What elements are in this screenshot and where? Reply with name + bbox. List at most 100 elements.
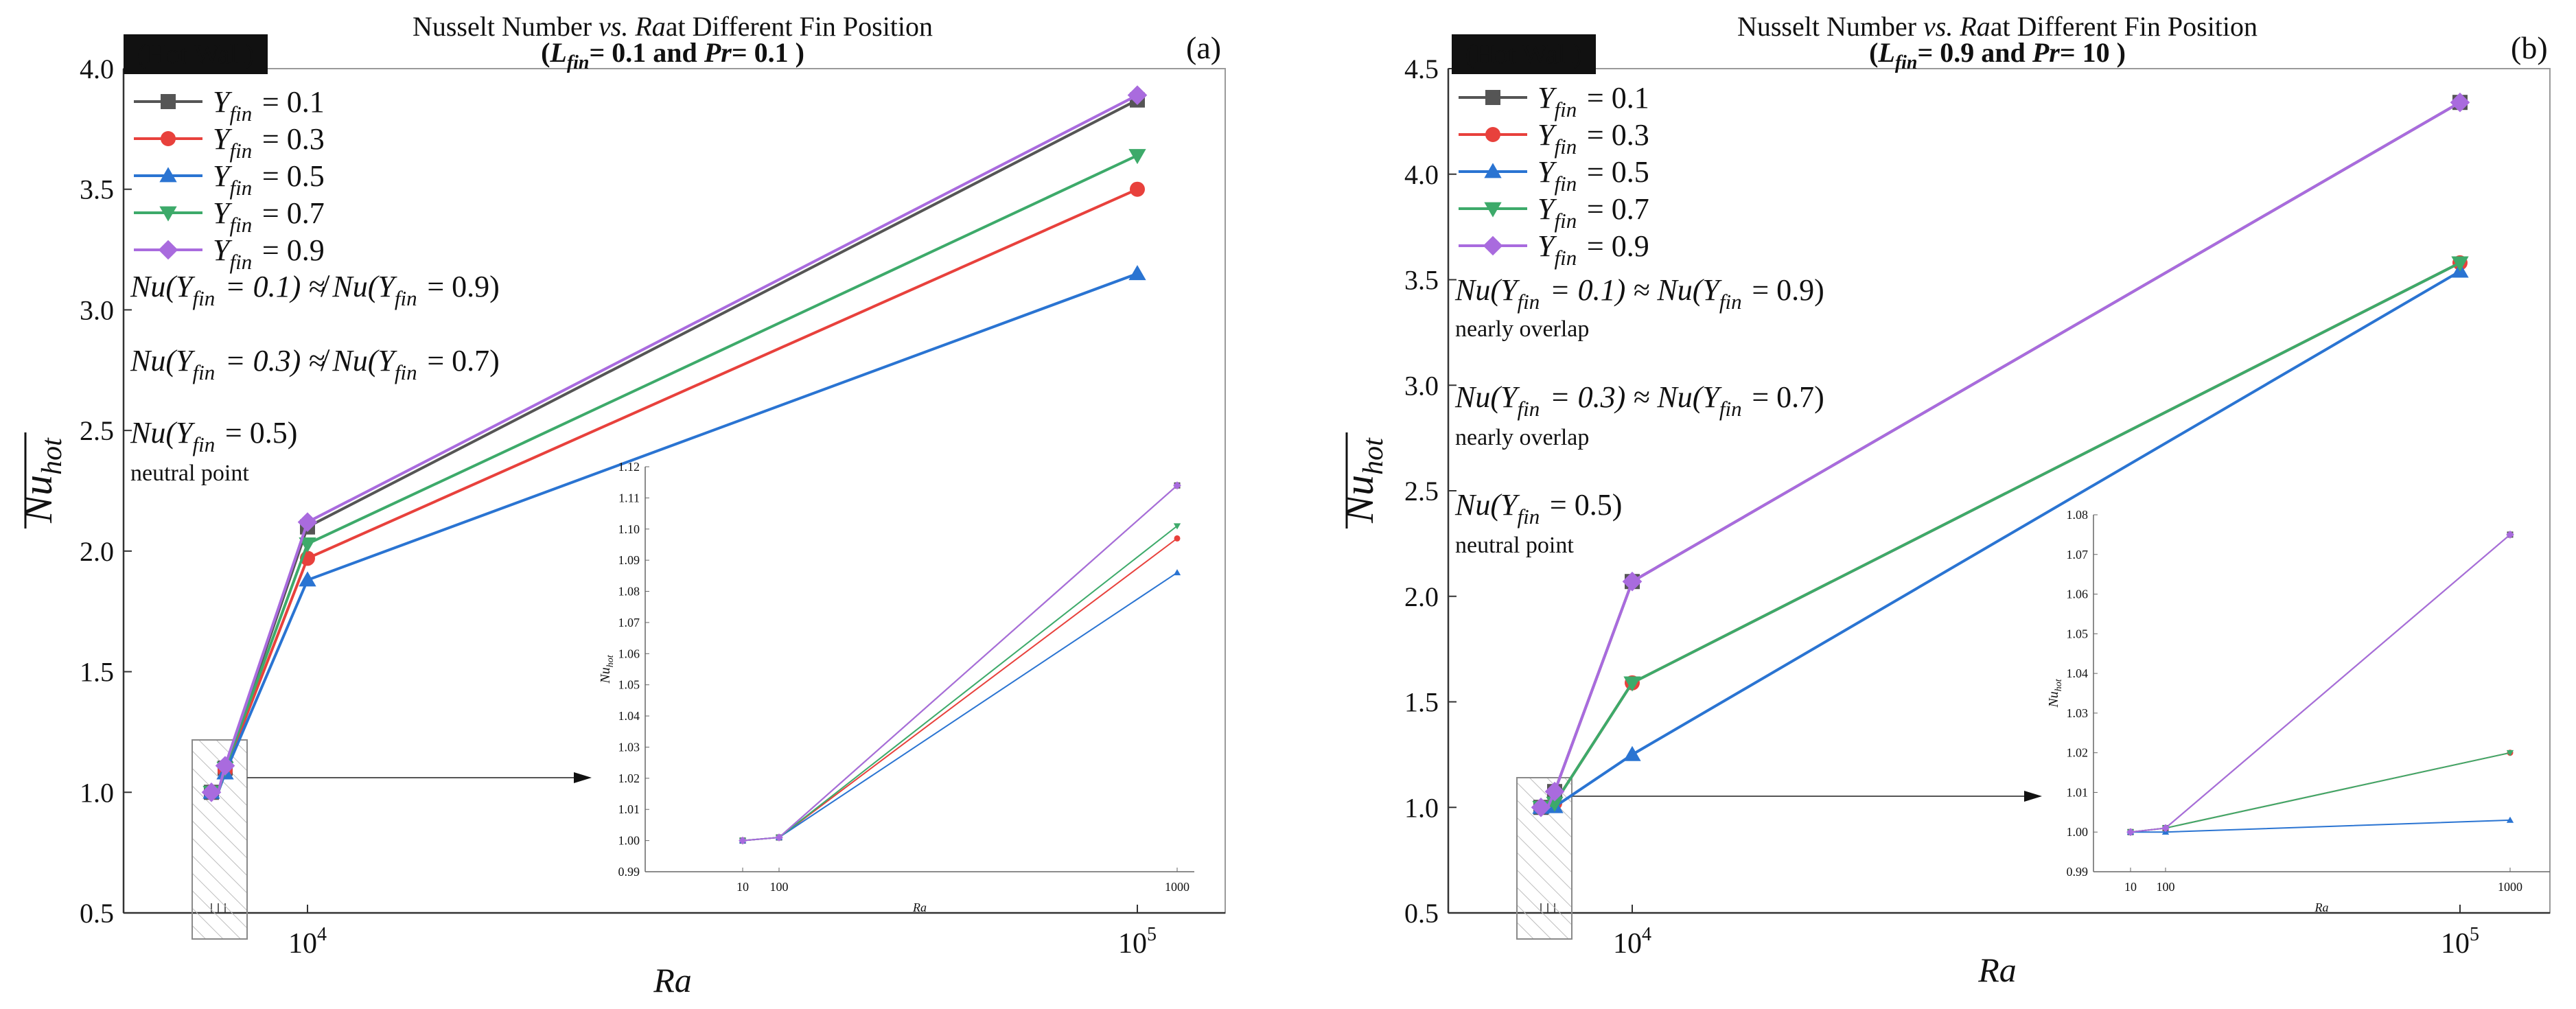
inset-data-point <box>1173 481 1181 490</box>
inset-y-tick-label: 1.12 <box>618 460 640 474</box>
y-tick-label: 2.0 <box>1404 581 1439 612</box>
legend-marker <box>1485 127 1500 142</box>
legend-entry: Yfin = 0.9 <box>213 233 325 274</box>
inset-y-tick-label: 1.07 <box>618 616 640 629</box>
y-tick-label: 1.5 <box>80 657 114 688</box>
data-point <box>299 537 316 553</box>
annotation-note: nearly overlap <box>1455 425 1589 450</box>
inset-y-tick-label: 1.05 <box>618 678 640 692</box>
inset-data-point <box>1174 535 1181 542</box>
y-tick-label: 3.5 <box>1404 265 1439 296</box>
inset-y-tick-label: 0.99 <box>2067 865 2089 879</box>
inset-data-point <box>2506 816 2514 823</box>
data-point <box>1531 797 1551 817</box>
data-point <box>299 571 316 587</box>
annotation: Nu(Yfin = 0.1) ≉ Nu(Yfin = 0.9) <box>130 270 500 310</box>
inset-y-tick-label: 1.08 <box>2067 508 2089 522</box>
inset-series-line-5 <box>2130 534 2511 833</box>
inset-y-tick-label: 1.08 <box>618 585 640 599</box>
inset-y-tick-label: 1.00 <box>2067 825 2089 839</box>
inset-series-line-1 <box>2130 534 2511 833</box>
inset-chart: 0.99 1.00 1.01 1.02 1.03 1.04 1.05 1.06 1.07 1.08… <box>2046 508 2550 914</box>
data-point <box>1128 265 1146 281</box>
legend-entry: Yfin = 0.9 <box>1538 229 1649 270</box>
data-point <box>1130 181 1145 197</box>
inset-y-tick-label: 0.99 <box>618 865 640 879</box>
wall-badge-bg <box>124 34 268 74</box>
legend-marker <box>1483 235 1503 256</box>
inset-data-point <box>2506 531 2514 539</box>
annotation: Nu(Yfin = 0.3) ≈ Nu(Yfin = 0.7) <box>1454 380 1824 421</box>
inset-x-axis-label: Ra <box>912 901 927 914</box>
legend-entry: Yfin = 0.3 <box>213 122 325 163</box>
series-line-1 <box>1540 101 2461 809</box>
annotation-note: neutral point <box>1455 533 1574 558</box>
inset-y-tick-label: 1.01 <box>618 802 640 816</box>
series-line-3 <box>1541 270 2461 809</box>
inset-data-point <box>2506 750 2514 756</box>
annotation-note: nearly overlap <box>1455 316 1589 342</box>
inset-data-point <box>2161 824 2170 833</box>
y-tick-label: 2.5 <box>1404 476 1439 507</box>
series-line-4 <box>1540 262 2461 809</box>
inset-x-tick-label: 1000 <box>1165 880 1190 894</box>
inset-series-line-4 <box>2130 752 2511 833</box>
series-line-2 <box>1540 262 2461 809</box>
chart-panel-b: 0.5 1.0 1.5 2.0 2.5 3.0 3.5 4.0 4.5 104 105 (Hot Wa… <box>1336 11 2551 989</box>
y-tick-label: 3.5 <box>80 174 114 205</box>
legend-marker <box>1484 163 1502 178</box>
legend-marker <box>1485 90 1500 105</box>
y-tick-label: 1.0 <box>1404 792 1439 823</box>
legend-entry: Yfin = 0.1 <box>1538 81 1649 121</box>
y-tick-label: 0.5 <box>80 898 114 929</box>
wall-badge: (Hot Wall) <box>1465 38 1582 69</box>
x-tick-label: 104 <box>1613 924 1651 960</box>
legend-marker <box>158 240 178 260</box>
series-line-1 <box>211 98 1138 794</box>
data-point <box>1127 85 1148 105</box>
chart-subtitle: (Lfin= 0.9 and Pr= 10 ) <box>1869 37 2126 73</box>
y-tick-label: 0.5 <box>1404 898 1439 929</box>
inset-series-line-4 <box>742 525 1178 842</box>
data-point <box>1544 781 1565 802</box>
annotation-note: neutral point <box>130 461 249 486</box>
data-point <box>215 756 235 776</box>
inset-y-tick-label: 1.03 <box>618 740 640 754</box>
y-tick-label: 1.0 <box>80 777 114 808</box>
inset-series-line-1 <box>742 485 1178 842</box>
legend-entry: Yfin = 0.7 <box>213 196 325 237</box>
inset-y-tick-label: 1.02 <box>2067 746 2089 760</box>
inset-y-tick-label: 1.00 <box>618 834 640 848</box>
data-point <box>2450 92 2470 113</box>
annotation: Nu(Yfin = 0.5) <box>1454 488 1622 529</box>
y-tick-label: 4.0 <box>1404 159 1439 190</box>
inset-series-line-2 <box>742 537 1178 842</box>
x-tick-label: 105 <box>1118 924 1157 960</box>
inset-y-axis-label: Nuhot <box>2046 678 2064 708</box>
panel-label: (b) <box>2511 30 2548 65</box>
inset-data-point <box>1173 523 1181 530</box>
inset-series-line-5 <box>742 485 1178 842</box>
annotation: Nu(Yfin = 0.3) ≉ Nu(Yfin = 0.7) <box>130 344 500 384</box>
inset-y-tick-label: 1.04 <box>618 709 640 723</box>
inset-x-axis-label: Ra <box>2314 901 2329 914</box>
panel-label: (a) <box>1186 30 1221 65</box>
inset-x-tick-label: 10 <box>2124 880 2137 894</box>
legend-marker <box>159 206 177 222</box>
chart-title: Nusselt Number vs. Raat Different Fin Po… <box>1737 11 2258 42</box>
legend-entry: Yfin = 0.3 <box>1538 118 1649 159</box>
data-point <box>1623 676 1641 692</box>
chart-subtitle: (Lfin= 0.1 and Pr= 0.1 ) <box>541 37 804 73</box>
inset-data-point <box>2126 828 2135 837</box>
inset-y-tick-label: 1.11 <box>618 491 640 505</box>
inset-y-tick-label: 1.01 <box>2067 785 2089 799</box>
inset-y-tick-label: 1.06 <box>2067 588 2089 601</box>
inset-y-tick-label: 1.04 <box>2067 666 2089 680</box>
y-tick-label: 3.0 <box>80 294 114 325</box>
legend-entry: Yfin = 0.1 <box>213 85 325 126</box>
inset-chart: 0.99 1.00 1.01 1.02 1.03 1.04 1.05 1.06 1.07 1.08… <box>598 460 1194 914</box>
series-line-5 <box>1540 101 2461 809</box>
inset-y-tick-label: 1.06 <box>618 647 640 660</box>
y-axis-label: Nuhot <box>15 437 68 524</box>
